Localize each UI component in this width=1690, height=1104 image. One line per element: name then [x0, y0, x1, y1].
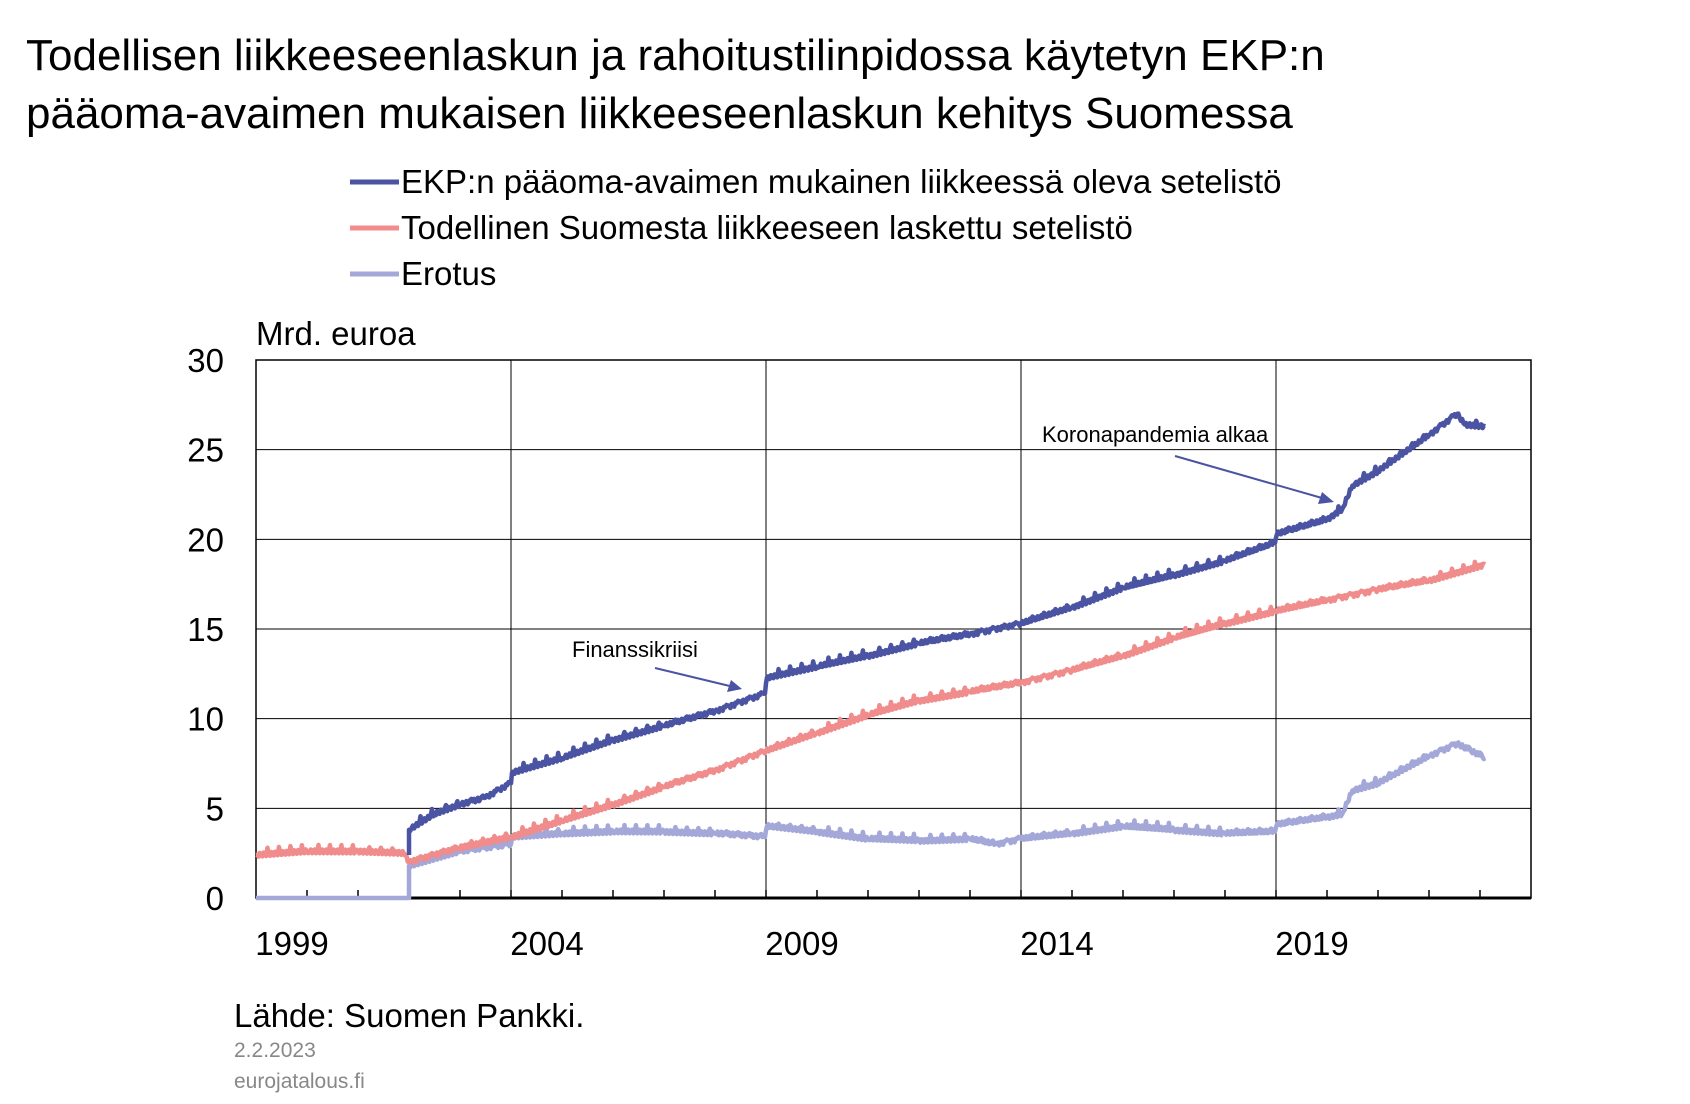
arrowhead-icon	[727, 680, 742, 692]
annotation-arrow	[1174, 455, 1330, 501]
chart-title-line-1: Todellisen liikkeeseenlaskun ja rahoitus…	[26, 31, 1325, 80]
x-tick-label: 2009	[765, 925, 838, 962]
annotation-label: Finanssikriisi	[572, 637, 698, 662]
y-tick-labels: 0 5 10 15 20 25 30	[187, 342, 224, 917]
y-tick-label: 10	[187, 701, 224, 738]
date-text: 2.2.2023	[234, 1039, 316, 1062]
y-tick-label: 5	[206, 790, 224, 827]
series-line-difference	[255, 740, 1487, 901]
y-axis-label: Mrd. euroa	[256, 315, 416, 352]
y-tick-label: 0	[206, 880, 224, 917]
y-tick-label: 15	[187, 611, 224, 648]
series-line-ecb-key	[406, 411, 1487, 855]
x-tick-label: 2014	[1020, 925, 1093, 962]
grid	[255, 359, 1532, 900]
x-tick-labels: 1999 2004 2009 2014 2019	[255, 925, 1348, 962]
legend: EKP:n pääoma-avaimen mukainen liikkeessä…	[350, 163, 1281, 292]
legend-label-ecb: EKP:n pääoma-avaimen mukainen liikkeessä…	[401, 163, 1281, 200]
chart-title-line-2: pääoma-avaimen mukaisen liikkeeseenlasku…	[26, 89, 1293, 138]
legend-label-difference: Erotus	[401, 255, 496, 292]
y-tick-label: 25	[187, 432, 224, 469]
legend-label-actual: Todellinen Suomesta liikkeeseen laskettu…	[401, 209, 1133, 246]
source-text: Lähde: Suomen Pankki.	[234, 997, 584, 1034]
annotation-arrow	[654, 667, 739, 689]
x-tick-label: 2019	[1275, 925, 1348, 962]
arrowhead-icon	[1318, 492, 1334, 504]
y-tick-label: 30	[187, 342, 224, 379]
annotation-koronapandemia: Koronapandemia alkaa	[1042, 422, 1334, 504]
series-line-actual	[255, 559, 1487, 866]
annotation-finanssikriisi: Finanssikriisi	[572, 637, 742, 692]
site-text: eurojatalous.fi	[234, 1070, 365, 1093]
x-tick-label: 1999	[255, 925, 328, 962]
series-lines	[255, 411, 1487, 901]
y-tick-label: 20	[187, 521, 224, 558]
x-tick-label: 2004	[510, 925, 583, 962]
annotation-label: Koronapandemia alkaa	[1042, 422, 1269, 447]
